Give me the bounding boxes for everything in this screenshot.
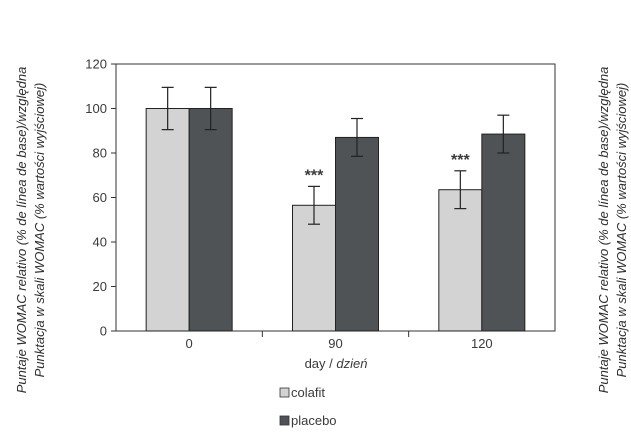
legend: colafit placebo [279,385,337,428]
y-axis-label-left-line1: Puntaje WOMAC relativo (% de línea de ba… [14,67,29,394]
legend-item-colafit: colafit [279,385,325,400]
y-tick-label: 0 [100,324,107,339]
legend-label-colafit: colafit [291,385,325,400]
bar-placebo [188,108,233,332]
bar-colafit [292,204,336,332]
y-axis-label-left: Puntaje WOMAC relativo (% de línea de ba… [14,67,47,394]
x-axis-label: day / dzień [305,356,368,371]
y-axis-label-right: Puntaje WOMAC relativo (% de línea de ba… [596,67,629,394]
x-axis-label-plain: day / [305,356,337,371]
legend-swatch-colafit [279,387,290,398]
x-tick-label: 90 [328,336,342,351]
y-axis-label-right-line1: Puntaje WOMAC relativo (% de línea de ba… [596,67,611,394]
y-tick-label: 120 [85,57,107,72]
bar-colafit [145,108,190,332]
y-axis-label-left-line2: Punktacja w skali WOMAC (% wartości wyjś… [32,83,47,378]
legend-swatch-placebo [279,415,290,426]
bar-colafit [438,189,483,332]
y-tick-label: 60 [93,190,107,205]
plot-area: 0 20 40 60 80 100 120 0 90 120 *** *** [85,57,556,351]
bar-placebo [481,133,526,332]
bar-placebo [335,136,379,332]
y-tick-label: 80 [93,146,107,161]
significance-marker: *** [305,167,324,184]
x-tick-label: 0 [186,336,193,351]
y-tick-label: 20 [93,279,107,294]
x-axis-label-italic: dzień [336,356,367,371]
y-tick-label: 100 [85,101,107,116]
y-tick-label: 40 [93,235,107,250]
y-axis-label-right-line2: Punktacja w skali WOMAC (% wartości wyjś… [614,83,629,378]
legend-label-placebo: placebo [291,413,337,428]
significance-marker: *** [451,152,470,169]
x-tick-label: 120 [471,336,493,351]
legend-item-placebo: placebo [279,413,337,428]
